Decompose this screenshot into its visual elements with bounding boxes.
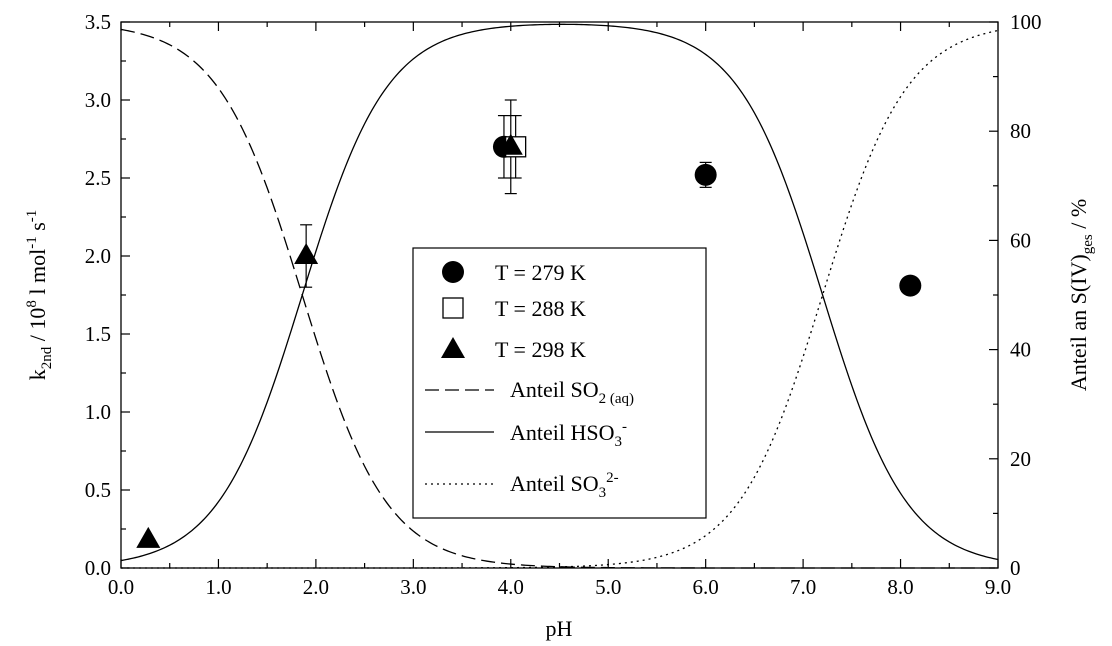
data-point-triangle-filled-2 — [498, 133, 523, 155]
legend-label-so3: Anteil SO32- — [510, 470, 619, 501]
x-tick-label: 6.0 — [693, 575, 719, 599]
x-tick-label: 4.0 — [498, 575, 524, 599]
legend-marker-triangle — [441, 337, 465, 358]
y-axis-right-label: Anteil an S(IV)ges / % — [1066, 199, 1096, 391]
legend-marker-square — [442, 297, 464, 319]
legend-marker-circle — [442, 261, 464, 283]
y-right-tick-label: 20 — [1010, 447, 1031, 471]
legend-label-288: T = 288 K — [495, 296, 586, 321]
data-point-circle-filled-1 — [694, 163, 717, 186]
y-left-tick-label: 3.5 — [85, 10, 111, 34]
x-tick-label: 1.0 — [205, 575, 231, 599]
x-tick-label: 3.0 — [400, 575, 426, 599]
tick-labels: 0.0 1.0 2.0 3.0 4.0 5.0 6.0 7.0 8.0 9.0 0.0 0.5 1.0 1… — [85, 10, 1042, 599]
y-left-tick-label: 0.0 — [85, 556, 111, 580]
x-tick-label: 5.0 — [595, 575, 621, 599]
y-right-tick-label: 80 — [1010, 119, 1031, 143]
legend-label-hso3: Anteil HSO3- — [510, 419, 627, 450]
svg-text:k2nd / 108 l mol-1 s-1: k2nd / 108 l mol-1 s-1 — [24, 210, 55, 381]
y-right-tick-label: 40 — [1010, 338, 1031, 362]
legend-label-298: T = 298 K — [495, 337, 586, 362]
x-tick-label: 9.0 — [985, 575, 1011, 599]
y-left-tick-label: 2.5 — [85, 166, 111, 190]
data-point-triangle-filled-1 — [294, 243, 319, 264]
legend-box — [412, 247, 707, 519]
y-left-tick-label: 3.0 — [85, 88, 111, 112]
x-tick-label: 8.0 — [887, 575, 913, 599]
x-tick-label: 7.0 — [790, 575, 816, 599]
data-point-circle-filled-2 — [899, 274, 922, 297]
data-markers — [136, 133, 922, 548]
y-left-tick-label: 1.5 — [85, 322, 111, 346]
axis-ticks — [120, 21, 999, 569]
y-axis-left-label: k2nd / 108 l mol-1 s-1 — [24, 210, 55, 381]
x-axis-label: pH — [546, 616, 573, 641]
legend: T = 279 K T = 288 K T = 298 K Anteil SO2… — [412, 247, 707, 519]
y-right-tick-label: 100 — [1010, 10, 1042, 34]
y-left-tick-label: 0.5 — [85, 478, 111, 502]
legend-label-so2: Anteil SO2 (aq) — [510, 377, 634, 407]
x-tick-label: 2.0 — [303, 575, 329, 599]
x-tick-label: 0.0 — [108, 575, 134, 599]
svg-text:Anteil an S(IV)ges / %: Anteil an S(IV)ges / % — [1066, 199, 1096, 391]
data-point-triangle-filled-0 — [136, 526, 161, 548]
legend-label-279: T = 279 K — [495, 260, 586, 285]
y-left-tick-label: 2.0 — [85, 244, 111, 268]
y-right-tick-label: 0 — [1010, 556, 1021, 580]
y-right-tick-label: 60 — [1010, 228, 1031, 252]
y-left-tick-label: 1.0 — [85, 400, 111, 424]
